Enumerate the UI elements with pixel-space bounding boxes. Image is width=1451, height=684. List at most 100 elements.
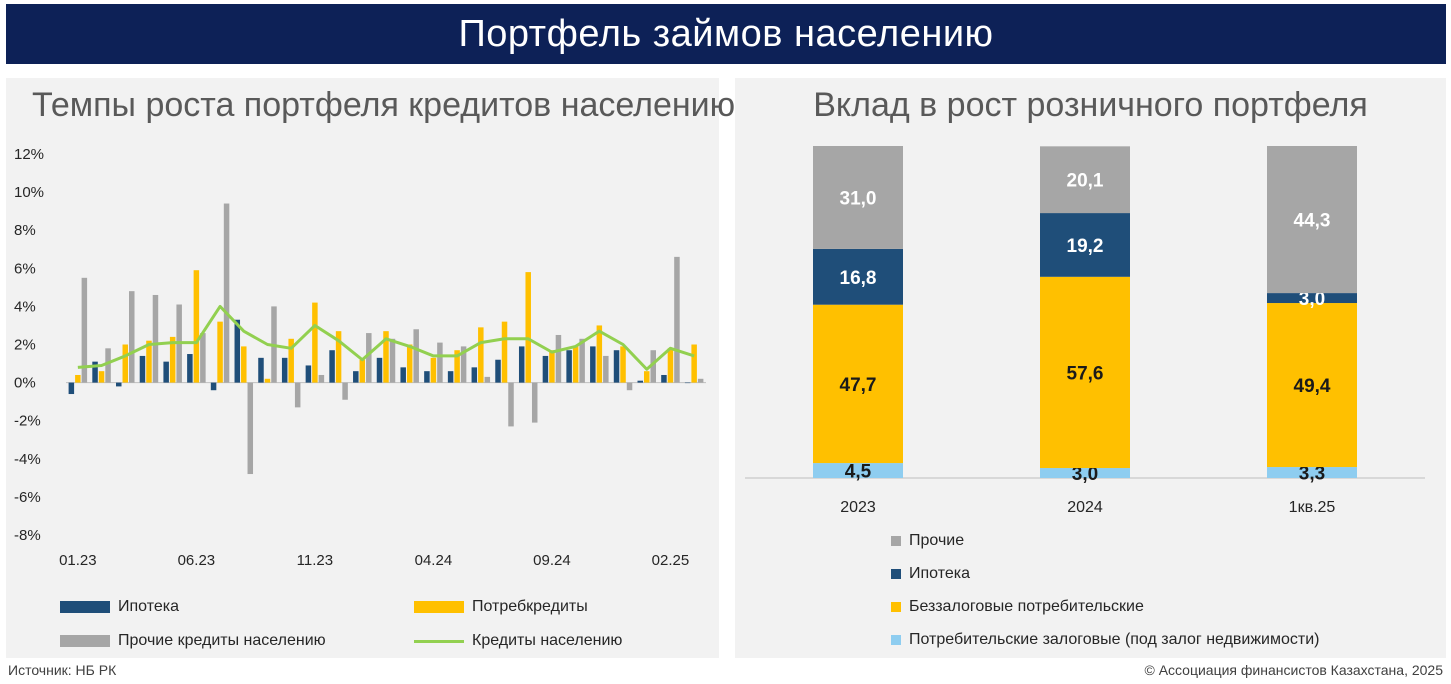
bar-mortgage	[542, 355, 549, 383]
bar-mortgage	[566, 350, 572, 383]
y-tick-label: 8%	[14, 222, 36, 239]
bar-consumer	[335, 331, 342, 383]
bar-other	[389, 338, 396, 383]
segment-secured	[1040, 468, 1130, 478]
bar-other	[437, 342, 443, 383]
bar-other	[200, 333, 206, 383]
legend-swatch-total	[414, 639, 464, 643]
bar-consumer	[596, 325, 603, 383]
segment-secured	[813, 463, 903, 478]
y-tick-label: 4%	[14, 298, 36, 315]
legend-item-mortgage: Ипотека	[60, 598, 179, 616]
legend-label-prochie: Прочие	[909, 532, 965, 549]
x-tick-label: 04.24	[415, 552, 453, 569]
bar-consumer	[406, 344, 413, 383]
data-label: 47,7	[840, 375, 877, 396]
bar-mortgage	[92, 361, 98, 383]
bar-other	[223, 203, 230, 383]
legend-swatch-unsecured	[891, 602, 901, 612]
contribution-chart: 4,5 47,7 16,8 31,0 2023 3,0 57,6 19,2 20,1 2024 3,…	[745, 146, 1425, 516]
bar-consumer	[478, 327, 484, 383]
y-tick-label: 6%	[14, 260, 36, 277]
bar-other	[129, 291, 135, 383]
legend-item-secured: Потребительские залоговые (под залог нед…	[891, 631, 1319, 649]
left-chart-panel: Темпы роста портфеля кредитов населению,…	[6, 78, 810, 658]
bar-other	[294, 382, 301, 408]
left-chart-title: Темпы роста портфеля кредитов населению,…	[32, 86, 811, 124]
data-label: 16,8	[840, 268, 877, 289]
y-tick-label: 0%	[14, 375, 36, 392]
bar-mortgage	[116, 382, 122, 387]
y-tick-label: 12%	[14, 146, 44, 163]
bar-mortgage	[305, 365, 312, 383]
data-label: 4,5	[845, 462, 872, 483]
bar-other	[626, 382, 633, 391]
legend-label-mortgage: Ипотека	[118, 598, 180, 615]
segment-other	[1267, 146, 1357, 294]
bar-consumer	[312, 302, 318, 383]
bar-consumer	[288, 338, 294, 383]
legend-swatch-prochie	[891, 536, 901, 546]
bar-mortgage	[329, 350, 335, 383]
bar-consumer	[643, 371, 650, 383]
legend-label-consumer: Потребкредиты	[472, 598, 588, 615]
y-tick-label: -4%	[14, 451, 41, 468]
x-category-label: 2023	[840, 499, 876, 516]
x-category-label: 2024	[1067, 499, 1103, 516]
bar-other	[152, 294, 159, 383]
x-tick-label: 09.24	[533, 552, 571, 569]
bar-other	[81, 277, 88, 383]
bar-consumer	[525, 272, 531, 383]
bar-other	[247, 382, 254, 475]
legend-label-secured: Потребительские залоговые (под залог нед…	[909, 631, 1320, 648]
bar-mortgage	[471, 367, 478, 383]
bar-other	[342, 382, 348, 400]
bar-mortgage	[518, 346, 525, 383]
bar-other	[650, 350, 656, 383]
page-title: Портфель займов населению	[458, 13, 994, 55]
bar-consumer	[264, 378, 271, 383]
bar-consumer	[549, 350, 555, 383]
y-tick-label: 10%	[14, 184, 44, 201]
bar-other	[579, 338, 585, 383]
bar-consumer	[193, 270, 200, 383]
bar-mortgage	[590, 346, 596, 383]
bar-mortgage	[613, 350, 620, 383]
bar-other	[366, 333, 372, 383]
bar-consumer	[217, 321, 223, 383]
data-label: 3,0	[1299, 289, 1325, 310]
data-label: 19,2	[1067, 236, 1104, 257]
bar-mortgage	[400, 367, 406, 383]
y-tick-label: -8%	[14, 527, 41, 544]
data-label: 3,0	[1072, 464, 1098, 485]
source-note: Источник: НБ РК	[8, 662, 117, 678]
legend-swatch-consumer	[414, 601, 464, 613]
legend-item-other: Прочие кредиты населению	[60, 632, 326, 650]
segment-other	[1040, 146, 1130, 214]
legend-item-ipoteka: Ипотека	[891, 565, 970, 583]
bar-other	[508, 382, 514, 427]
segment-unsecured	[1267, 303, 1357, 468]
segment-mortgage	[1040, 213, 1130, 277]
bar-consumer	[454, 350, 460, 383]
bar-consumer	[241, 346, 247, 383]
right-chart-panel: Вклад в рост розничного портфеля 4,5 47,7…	[735, 78, 1446, 658]
bar-mortgage	[210, 382, 217, 391]
y-tick-label: -2%	[14, 413, 41, 430]
copyright-note: © Ассоциация финансистов Казахстана, 202…	[1144, 662, 1443, 678]
bar-consumer	[667, 348, 674, 383]
legend-label-unsecured: Беззалоговые потребительские	[909, 598, 1144, 615]
legend-swatch-other	[60, 635, 110, 647]
data-label: 3,3	[1299, 464, 1325, 485]
bar-mortgage	[661, 374, 667, 383]
bar-consumer	[691, 344, 697, 383]
x-tick-label: 02.25	[652, 552, 690, 569]
y-tick-label: -6%	[14, 489, 41, 506]
bar-mortgage	[68, 382, 75, 395]
bar-mortgage	[163, 361, 169, 383]
legend-item-consumer: Потребкредиты	[414, 598, 588, 616]
data-label: 31,0	[840, 188, 877, 209]
title-banner: Портфель займов населению	[6, 4, 1446, 64]
bar-mortgage	[684, 382, 691, 384]
legend-item-total: Кредиты населению	[414, 632, 622, 650]
